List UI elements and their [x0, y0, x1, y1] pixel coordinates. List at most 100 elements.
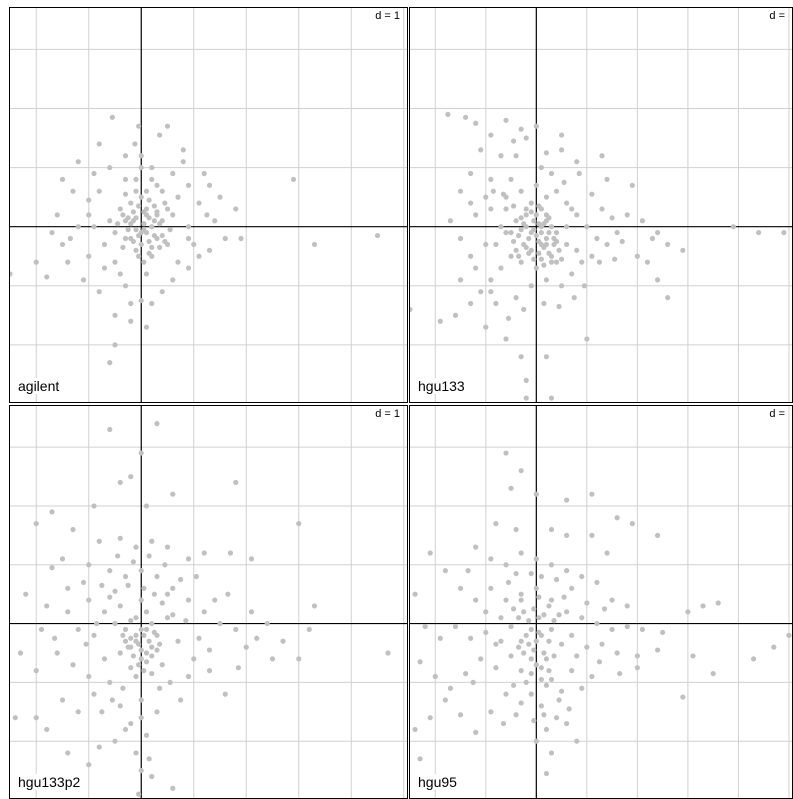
data-point: [634, 665, 640, 671]
data-point: [75, 626, 81, 633]
data-point: [599, 641, 605, 647]
data-point: [566, 706, 572, 712]
data-point: [468, 635, 474, 641]
data-point: [154, 209, 160, 215]
data-point: [556, 697, 562, 703]
data-point: [91, 632, 97, 638]
data-point: [493, 665, 499, 671]
data-point: [238, 235, 244, 242]
data-point: [149, 653, 155, 659]
data-point: [536, 615, 542, 621]
data-point: [235, 665, 241, 671]
data-point: [500, 191, 507, 197]
data-point: [508, 176, 514, 183]
data-point: [146, 250, 152, 256]
data-point: [128, 473, 134, 480]
data-point: [604, 176, 610, 183]
data-point: [149, 620, 155, 627]
data-point: [533, 232, 539, 239]
data-point: [503, 562, 509, 568]
data-point: [141, 259, 147, 265]
data-point: [427, 550, 433, 556]
data-point: [138, 194, 144, 200]
data-point: [70, 526, 76, 533]
data-point: [526, 618, 532, 624]
data-point: [112, 312, 118, 318]
data-point: [164, 544, 171, 550]
data-point: [437, 318, 443, 324]
data-point: [612, 256, 618, 262]
data-point: [138, 626, 144, 633]
data-point: [457, 712, 464, 718]
data-point: [579, 685, 585, 691]
data-point: [579, 615, 585, 621]
data-point: [306, 626, 312, 633]
data-point: [558, 688, 565, 694]
data-point: [594, 579, 600, 586]
data-point: [553, 715, 560, 721]
data-point: [65, 750, 71, 756]
data-point: [508, 253, 514, 259]
data-point: [594, 620, 600, 627]
data-point: [138, 656, 144, 662]
data-point: [614, 515, 620, 521]
data-point: [101, 656, 108, 662]
data-point: [99, 582, 105, 588]
data-point: [128, 635, 134, 641]
data-point: [505, 579, 512, 586]
data-point: [67, 235, 73, 242]
data-point: [518, 550, 524, 556]
data-point: [556, 303, 562, 310]
data-point: [86, 597, 92, 603]
data-point: [564, 720, 570, 727]
data-point: [526, 235, 532, 242]
data-point: [65, 609, 71, 615]
data-point: [138, 597, 144, 603]
data-point: [128, 300, 134, 307]
data-point: [536, 221, 542, 227]
data-point: [548, 224, 555, 230]
data-point: [80, 579, 87, 586]
data-point: [146, 197, 152, 203]
data-point: [589, 253, 595, 259]
data-point: [579, 259, 585, 265]
data-point: [548, 526, 555, 533]
data-point: [513, 295, 519, 301]
data-point: [112, 588, 118, 594]
data-point: [561, 594, 567, 600]
data-point: [149, 538, 155, 544]
data-point: [157, 685, 163, 691]
data-point: [715, 600, 721, 606]
data-point: [513, 218, 519, 224]
data-point: [548, 676, 555, 683]
data-point: [146, 638, 152, 644]
data-point: [786, 632, 792, 638]
data-point: [543, 235, 550, 242]
data-point: [151, 591, 157, 597]
data-point: [531, 718, 537, 724]
data-point: [75, 224, 81, 230]
data-point: [558, 147, 565, 153]
data-point: [112, 229, 118, 236]
data-point: [468, 200, 474, 206]
data-point: [91, 691, 97, 697]
data-point: [143, 650, 150, 656]
data-point: [23, 591, 29, 597]
data-point: [227, 550, 234, 556]
data-point: [138, 647, 144, 653]
data-point: [107, 164, 113, 171]
data-point: [553, 576, 560, 583]
data-point: [138, 715, 144, 721]
data-point: [523, 377, 529, 383]
data-point: [546, 638, 552, 644]
data-point: [548, 562, 555, 568]
data-point: [596, 259, 603, 265]
data-point: [548, 597, 555, 603]
panel-label: hgu133p2: [16, 774, 83, 790]
data-point: [536, 594, 542, 600]
data-point: [503, 336, 509, 342]
data-point: [17, 650, 24, 656]
data-point: [493, 641, 499, 647]
data-point: [581, 283, 587, 289]
data-point: [151, 203, 157, 209]
